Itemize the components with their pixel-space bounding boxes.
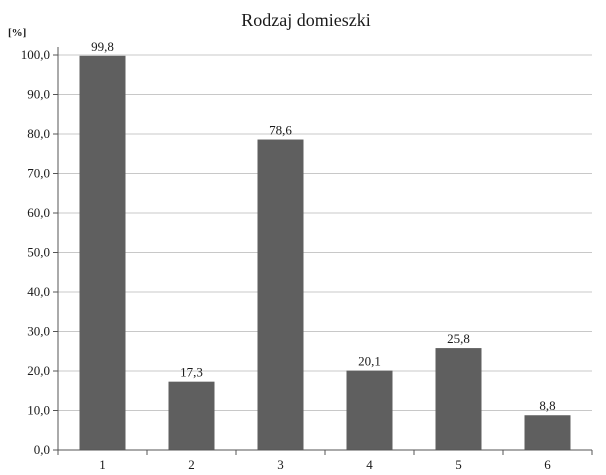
y-tick-labels: 0,0 10,0 20,0 30,0 40,0 50,0 60,0 70,0 80,0 90,0 1… <box>21 47 50 457</box>
bar <box>346 370 393 450</box>
bar <box>435 348 482 450</box>
x-tick-label: 1 <box>99 457 106 472</box>
y-tick-label: 40,0 <box>27 284 50 299</box>
x-tick-label: 3 <box>277 457 284 472</box>
gridlines <box>53 54 592 451</box>
data-label: 20,1 <box>358 354 381 369</box>
bar <box>79 55 126 450</box>
data-label: 99,8 <box>91 39 114 54</box>
x-tick-label: 5 <box>455 457 462 472</box>
bar <box>168 381 215 450</box>
y-tick-label: 0,0 <box>34 442 50 457</box>
y-tick-label: 20,0 <box>27 363 50 378</box>
y-tick-label: 60,0 <box>27 205 50 220</box>
axes <box>57 47 593 455</box>
x-tick-label: 6 <box>544 457 551 472</box>
data-label: 8,8 <box>539 398 555 413</box>
bars <box>79 55 571 450</box>
y-tick-label: 30,0 <box>27 324 50 339</box>
data-label: 78,6 <box>269 123 292 138</box>
bar <box>524 415 571 450</box>
data-label: 25,8 <box>447 331 470 346</box>
y-tick-label: 80,0 <box>27 126 50 141</box>
x-tick-label: 4 <box>366 457 373 472</box>
y-tick-label: 100,0 <box>21 47 50 62</box>
x-tick-label: 2 <box>188 457 195 472</box>
y-axis-unit-label: [%] <box>8 27 26 39</box>
y-tick-label: 50,0 <box>27 245 50 260</box>
y-tick-label: 70,0 <box>27 166 50 181</box>
y-tick-label: 10,0 <box>27 403 50 418</box>
y-tick-label: 90,0 <box>27 87 50 102</box>
value-labels: 99,8 17,3 78,6 20,1 25,8 8,8 <box>91 39 556 413</box>
data-label: 17,3 <box>180 365 203 380</box>
bar <box>257 139 304 450</box>
x-tick-labels: 1 2 3 4 5 6 <box>99 457 551 472</box>
chart-title: Rodzaj domieszki <box>241 10 370 30</box>
